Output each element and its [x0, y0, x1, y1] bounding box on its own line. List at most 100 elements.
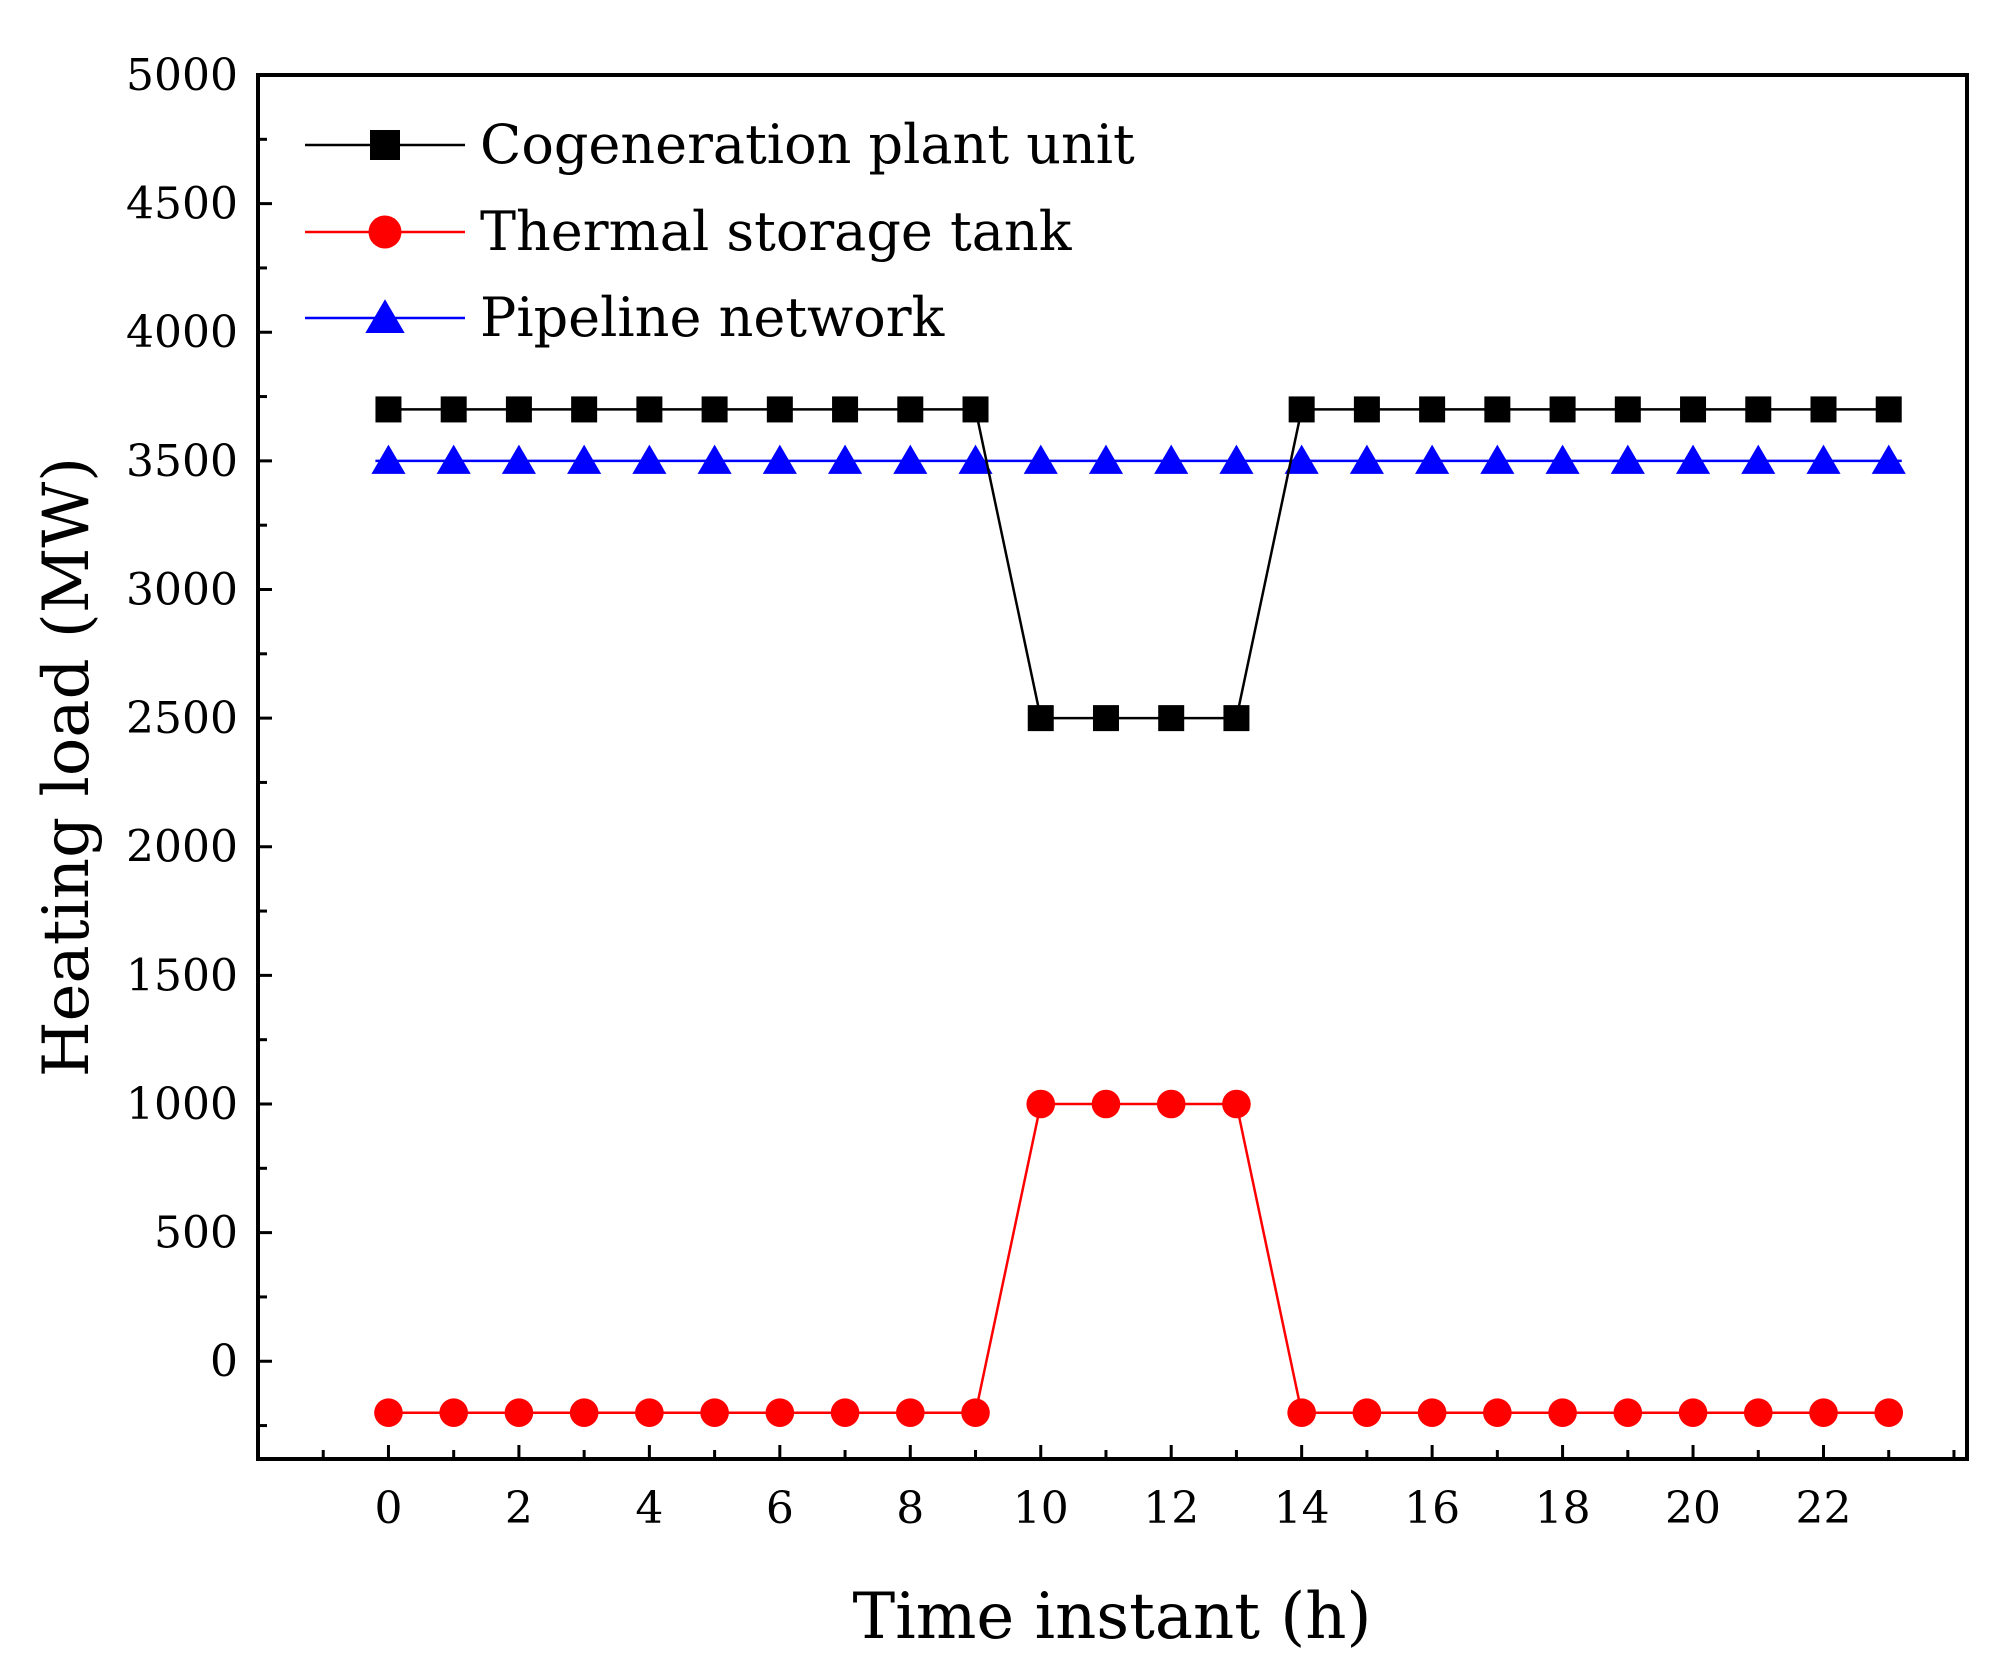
data-point: [1288, 396, 1315, 423]
x-tick-label: 8: [896, 1483, 924, 1534]
data-point: [1352, 1398, 1382, 1427]
y-tick-label: 4500: [126, 179, 238, 230]
legend-label: Thermal storage tank: [480, 200, 1073, 263]
data-point: [1027, 705, 1054, 732]
data-point: [1091, 1089, 1121, 1119]
data-point: [1745, 396, 1772, 423]
data-point: [1549, 396, 1576, 423]
data-point: [1284, 444, 1319, 474]
data-point: [1154, 444, 1189, 474]
x-tick-label: 20: [1665, 1483, 1721, 1534]
y-tick-label: 0: [210, 1336, 238, 1387]
legend-label: Cogeneration plant unit: [480, 113, 1135, 176]
y-tick-label: 3000: [126, 564, 238, 615]
legend: Cogeneration plant unit Thermal storage t…: [305, 113, 1135, 349]
data-point: [505, 396, 532, 423]
data-point: [1743, 1398, 1773, 1427]
y-tick-label: 1000: [126, 1079, 238, 1130]
series-circle: [374, 1089, 1904, 1427]
data-point: [1484, 396, 1511, 423]
data-point: [1483, 1398, 1512, 1427]
data-point: [832, 396, 859, 423]
y-tick-label: 2500: [126, 693, 238, 744]
x-tick-label: 0: [374, 1483, 402, 1534]
data-point: [636, 396, 663, 423]
data-point: [1614, 396, 1641, 423]
data-point: [958, 444, 993, 474]
data-point: [895, 1398, 925, 1427]
data-point: [1875, 396, 1902, 423]
x-tick-label: 22: [1795, 1483, 1851, 1534]
data-point: [1088, 444, 1124, 474]
legend-marker-triangle: [365, 299, 405, 333]
data-point: [1871, 444, 1906, 474]
data-point: [501, 444, 536, 474]
data-point: [1810, 396, 1837, 423]
data-point: [375, 396, 402, 423]
x-tick-label: 16: [1404, 1483, 1460, 1534]
data-point: [1678, 1398, 1708, 1427]
data-point: [1545, 444, 1580, 474]
x-tick-label: 14: [1274, 1483, 1330, 1534]
x-axis-title: Time instant (h): [853, 1580, 1372, 1654]
y-tick-label: 1500: [126, 950, 238, 1001]
data-point: [440, 396, 467, 423]
series-line: [388, 408, 1889, 720]
y-tick-label: 5000: [126, 50, 238, 101]
legend-marker-circle: [368, 215, 402, 249]
data-point: [962, 396, 989, 423]
data-point: [762, 444, 797, 474]
data-point: [1610, 444, 1645, 474]
data-point: [1223, 705, 1250, 732]
x-tick-label: 4: [635, 1483, 663, 1534]
x-tick-label: 6: [766, 1483, 794, 1534]
data-point: [1023, 444, 1058, 474]
data-point: [632, 444, 667, 474]
data-point: [1809, 1398, 1838, 1427]
x-tick-label: 18: [1535, 1483, 1591, 1534]
data-point: [635, 1398, 664, 1427]
data-point: [697, 444, 732, 474]
x-tick-label: 10: [1013, 1483, 1069, 1534]
x-tick-label: 2: [505, 1483, 533, 1534]
data-point: [893, 444, 928, 474]
data-point: [1156, 1089, 1186, 1119]
data-point: [1092, 705, 1119, 732]
data-point: [961, 1398, 990, 1427]
data-point: [765, 1398, 795, 1427]
x-tick-label: 12: [1143, 1483, 1199, 1534]
data-point: [1874, 1398, 1904, 1427]
data-point: [1287, 1398, 1316, 1427]
data-point: [1219, 444, 1254, 474]
data-point: [830, 1398, 860, 1427]
series-triangle: [371, 444, 1906, 474]
data-point: [1026, 1089, 1056, 1119]
data-point: [897, 396, 924, 423]
y-tick-label: 2000: [126, 822, 238, 873]
legend-label: Pipeline network: [480, 286, 946, 349]
data-point: [504, 1398, 534, 1427]
data-point: [1680, 396, 1707, 423]
data-point: [436, 444, 471, 474]
y-axis-title: Heating load (MW): [30, 457, 104, 1077]
data-point: [700, 1398, 729, 1427]
axes-layer: 0 500 1000 1500 2000 2500 3000 3500 4000 4500 5000…: [126, 50, 1956, 1534]
data-point: [1613, 1398, 1643, 1427]
series-square: [375, 396, 1902, 732]
data-point: [567, 444, 602, 474]
series-line: [388, 1102, 1889, 1414]
data-point: [1158, 705, 1185, 732]
data-point: [1675, 444, 1711, 474]
legend-marker-square: [370, 130, 400, 160]
data-point: [1480, 444, 1515, 474]
data-point: [371, 444, 406, 474]
data-point: [1548, 1398, 1577, 1427]
data-point: [571, 396, 598, 423]
data-point: [1806, 444, 1841, 474]
plot-frame: [256, 73, 1969, 1461]
series-layer: [371, 396, 1906, 1427]
data-point: [766, 396, 793, 423]
data-point: [439, 1398, 468, 1427]
